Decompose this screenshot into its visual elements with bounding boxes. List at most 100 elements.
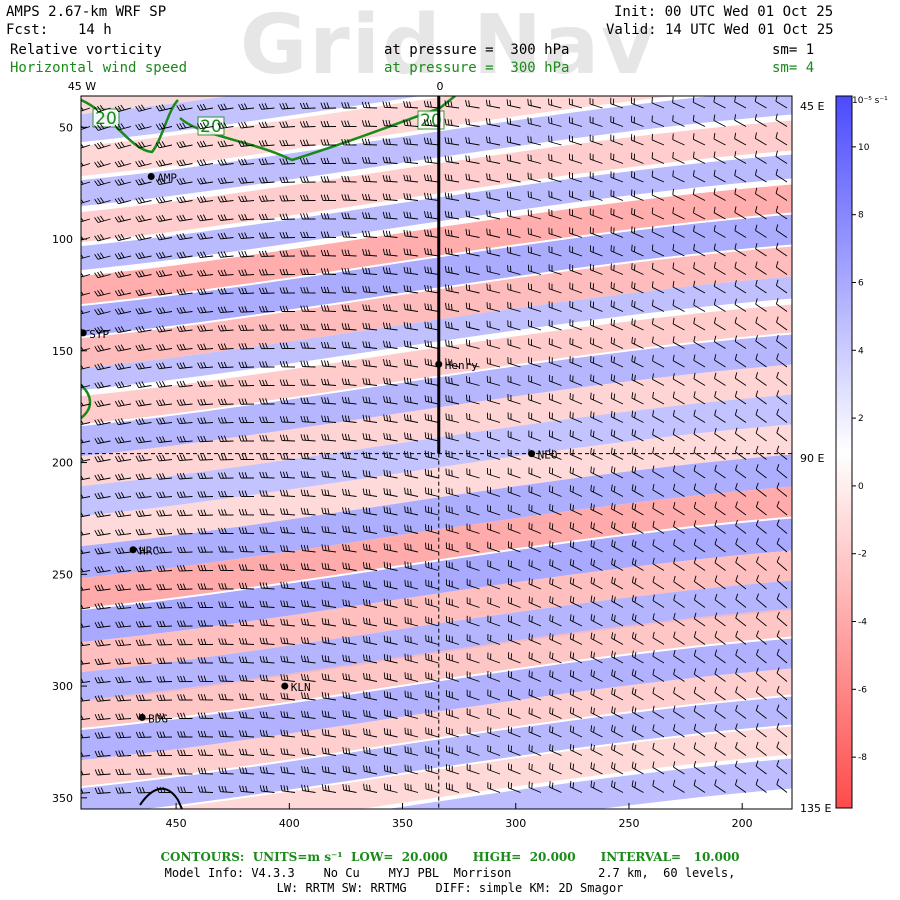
station-markers: AMP SYP Henry NEO HRC KLN BDG xyxy=(81,171,557,725)
wind-barb xyxy=(321,581,337,590)
wind-barb xyxy=(404,616,419,627)
model-title: AMPS 2.67-km WRF SP xyxy=(6,4,167,20)
colorbar-tick-label: 6 xyxy=(858,278,864,288)
wind-barb xyxy=(487,652,501,664)
wind-barb xyxy=(507,633,521,645)
wind-barb xyxy=(652,705,665,719)
wind-barb xyxy=(258,195,275,202)
wind-barb xyxy=(776,371,788,386)
wind-barb xyxy=(445,597,460,608)
wind-barb xyxy=(362,248,378,257)
wind-barb xyxy=(610,373,624,386)
wind-barb xyxy=(321,765,337,775)
wind-barb xyxy=(341,157,357,164)
wind-barb xyxy=(755,482,767,497)
wind-barb xyxy=(423,137,439,146)
wind-barb xyxy=(486,210,501,220)
wind-barb xyxy=(341,359,357,368)
wind-barb xyxy=(81,732,91,739)
wind-barb xyxy=(631,743,644,756)
wind-barb xyxy=(611,669,624,682)
station-label: SYP xyxy=(89,328,109,341)
wind-barb xyxy=(507,596,521,608)
wind-barb xyxy=(734,390,747,405)
wind-barb xyxy=(321,562,337,571)
wind-barb xyxy=(383,506,398,516)
wind-barb xyxy=(487,578,501,590)
wind-barb xyxy=(94,289,111,297)
wind-barb xyxy=(673,631,685,645)
wind-barb xyxy=(445,505,460,516)
wind-barb xyxy=(94,787,111,794)
wind-barb xyxy=(280,729,296,738)
wind-barb xyxy=(403,266,419,275)
x-tick-label: 200 xyxy=(732,817,753,830)
wind-barb xyxy=(446,782,460,793)
wind-barb xyxy=(382,193,398,201)
wind-barb xyxy=(775,113,788,127)
colorbar-tick-label: 0 xyxy=(858,482,864,492)
wind-barb xyxy=(425,634,439,645)
wind-barb xyxy=(382,248,398,257)
wind-barb xyxy=(321,636,337,645)
wind-barb xyxy=(362,341,378,349)
wind-barb xyxy=(590,318,603,331)
wind-barb xyxy=(651,170,665,183)
wind-barb xyxy=(569,411,583,423)
wind-barb xyxy=(673,724,685,738)
wind-barb xyxy=(693,631,706,645)
wind-barb xyxy=(714,520,726,534)
wind-barb xyxy=(652,779,665,793)
wind-barb xyxy=(445,653,460,664)
wind-barb xyxy=(610,355,624,368)
wind-barb xyxy=(362,414,378,423)
wind-barb xyxy=(527,172,542,183)
wind-barb xyxy=(239,785,255,793)
wind-barb xyxy=(776,334,788,349)
vorticity-band xyxy=(81,96,422,143)
wind-barb xyxy=(279,489,296,497)
wind-barb xyxy=(403,321,419,331)
wind-barb xyxy=(114,289,132,297)
wind-barb xyxy=(672,115,685,127)
wind-barb xyxy=(279,250,296,257)
wind-barb xyxy=(424,266,439,275)
wind-barb xyxy=(383,395,398,405)
wind-barb xyxy=(115,713,132,720)
wind-barb xyxy=(693,354,706,368)
wind-barb xyxy=(487,523,501,534)
wind-barb xyxy=(258,121,275,129)
wind-barb xyxy=(466,578,480,590)
wind-barb xyxy=(197,527,214,535)
wind-barb xyxy=(673,705,685,719)
wind-barb xyxy=(280,637,296,645)
wind-barb xyxy=(362,396,378,405)
wind-barb xyxy=(734,96,747,109)
wind-barb xyxy=(320,157,336,164)
wind-barb xyxy=(528,430,542,442)
wind-barb xyxy=(548,190,562,201)
wind-barb xyxy=(300,378,316,386)
wind-barb xyxy=(218,693,234,701)
wind-barb xyxy=(363,728,378,738)
wind-barb xyxy=(735,538,747,553)
wind-barb xyxy=(692,188,706,201)
wind-barb xyxy=(279,342,296,349)
wind-barb xyxy=(301,784,316,793)
wind-barb xyxy=(362,267,378,275)
wind-barb xyxy=(692,133,706,146)
wind-barb xyxy=(259,563,275,571)
wind-barb xyxy=(507,689,521,701)
wind-barb xyxy=(548,245,562,257)
wind-barb xyxy=(362,230,378,238)
wind-barb xyxy=(465,302,480,312)
wind-barb xyxy=(197,398,214,406)
wind-barb xyxy=(631,594,644,608)
wind-barb xyxy=(466,431,480,442)
wind-barb xyxy=(217,195,234,203)
wind-barb xyxy=(590,706,603,719)
wind-barb xyxy=(528,485,542,497)
wind-barb xyxy=(404,653,419,664)
wind-barb xyxy=(156,399,173,407)
wind-barb xyxy=(506,154,521,164)
